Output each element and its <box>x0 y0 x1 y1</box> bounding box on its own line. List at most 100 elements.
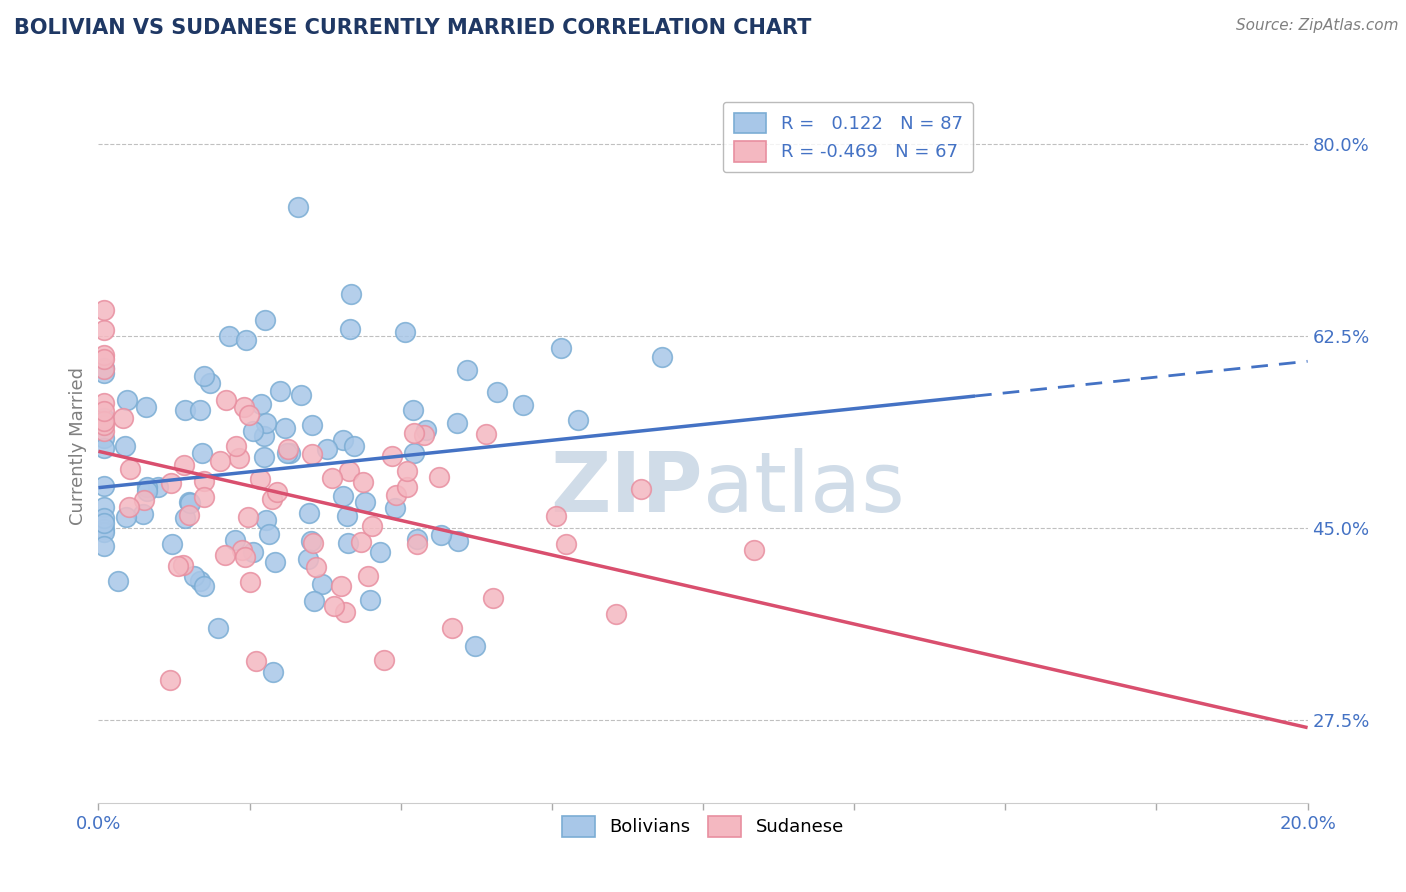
Point <box>173 511 195 525</box>
Point <box>384 487 406 501</box>
Point <box>193 474 215 488</box>
Point <box>173 402 195 417</box>
Point <box>298 506 321 520</box>
Point <box>93 516 115 530</box>
Point <box>172 558 194 573</box>
Point <box>339 321 361 335</box>
Point <box>249 397 271 411</box>
Point <box>183 569 205 583</box>
Point <box>93 524 115 539</box>
Point <box>93 323 115 337</box>
Text: Source: ZipAtlas.com: Source: ZipAtlas.com <box>1236 18 1399 33</box>
Point <box>301 447 323 461</box>
Point <box>231 543 253 558</box>
Point <box>135 483 157 498</box>
Point <box>332 434 354 448</box>
Point <box>232 400 254 414</box>
Point <box>93 479 115 493</box>
Point <box>290 388 312 402</box>
Point <box>254 513 277 527</box>
Point <box>93 414 115 428</box>
Point <box>111 411 134 425</box>
Point <box>381 449 404 463</box>
Point <box>744 542 766 557</box>
Point <box>415 423 437 437</box>
Point <box>134 400 156 414</box>
Point <box>321 471 343 485</box>
Point <box>302 535 325 549</box>
Point <box>188 574 211 589</box>
Point <box>427 470 450 484</box>
Point <box>93 431 115 445</box>
Point <box>273 421 295 435</box>
Point <box>93 302 115 317</box>
Point <box>395 464 418 478</box>
Point <box>474 426 496 441</box>
Point <box>278 446 301 460</box>
Point <box>361 519 384 533</box>
Point <box>118 462 141 476</box>
Point <box>413 427 436 442</box>
Point <box>254 416 277 430</box>
Point <box>482 591 505 606</box>
Point <box>512 398 534 412</box>
Point <box>544 509 567 524</box>
Point <box>167 558 190 573</box>
Point <box>262 665 284 679</box>
Point <box>93 441 115 455</box>
Point <box>93 403 115 417</box>
Point <box>311 576 333 591</box>
Point <box>253 429 276 443</box>
Point <box>550 341 572 355</box>
Point <box>93 348 115 362</box>
Point <box>179 508 201 523</box>
Point <box>245 654 267 668</box>
Point <box>486 384 509 399</box>
Point <box>242 545 264 559</box>
Point <box>605 607 627 621</box>
Point <box>302 594 325 608</box>
Point <box>352 475 374 489</box>
Point <box>350 534 373 549</box>
Point <box>323 599 346 613</box>
Point <box>651 350 673 364</box>
Point <box>429 528 451 542</box>
Point <box>630 482 652 496</box>
Point <box>173 458 195 472</box>
Point <box>402 425 425 440</box>
Point <box>107 574 129 588</box>
Point <box>373 653 395 667</box>
Point <box>253 313 276 327</box>
Point <box>179 496 201 510</box>
Point <box>114 439 136 453</box>
Point <box>333 605 356 619</box>
Point <box>214 549 236 563</box>
Point <box>93 396 115 410</box>
Point <box>228 450 250 465</box>
Point <box>233 550 256 565</box>
Text: atlas: atlas <box>703 449 904 529</box>
Y-axis label: Currently Married: Currently Married <box>69 367 87 525</box>
Point <box>260 492 283 507</box>
Point <box>269 384 291 399</box>
Point <box>218 329 240 343</box>
Point <box>136 480 159 494</box>
Point <box>235 333 257 347</box>
Point <box>368 545 391 559</box>
Point <box>263 555 285 569</box>
Point <box>567 413 589 427</box>
Point <box>336 536 359 550</box>
Point <box>236 510 259 524</box>
Legend: Bolivians, Sudanese: Bolivians, Sudanese <box>555 808 851 844</box>
Point <box>215 393 238 408</box>
Point <box>277 442 299 456</box>
Point <box>93 360 115 375</box>
Point <box>299 534 322 549</box>
Point <box>301 418 323 433</box>
Point <box>332 489 354 503</box>
Point <box>335 508 357 523</box>
Point <box>193 579 215 593</box>
Point <box>208 453 231 467</box>
Point <box>305 560 328 574</box>
Point <box>93 362 115 376</box>
